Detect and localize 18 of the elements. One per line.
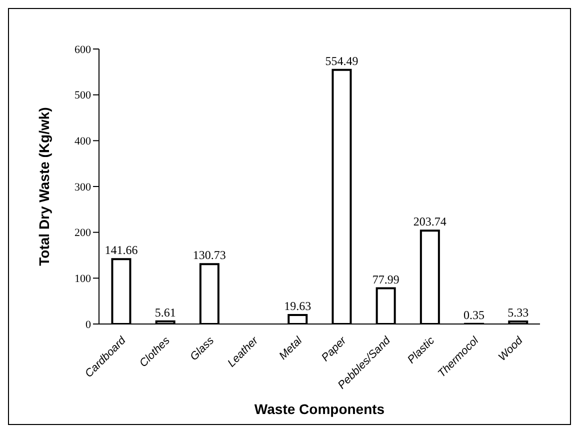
- y-tick-label: 500: [74, 90, 92, 102]
- data-label: 77.99: [372, 272, 400, 286]
- data-label: 130.73: [192, 248, 226, 262]
- data-label: 141.66: [104, 243, 138, 258]
- y-tick-label: 200: [74, 227, 92, 240]
- y-tick-label: 100: [74, 273, 92, 286]
- y-tick-label: 400: [74, 136, 92, 148]
- y-tick-label: 0: [86, 318, 92, 331]
- y-axis-title: Total Dry Waste (Kg/wk): [36, 107, 52, 266]
- data-label: 5.33: [508, 306, 529, 320]
- x-axis-title: Waste Components: [254, 401, 385, 417]
- data-label: 554.49: [325, 54, 358, 68]
- data-label: 0.35: [464, 308, 485, 322]
- data-label: 19.63: [284, 299, 312, 314]
- y-tick-label: 600: [74, 44, 92, 56]
- data-label: 203.74: [413, 214, 446, 229]
- y-tick-label: 300: [74, 181, 92, 194]
- data-label: 5.61: [154, 305, 176, 320]
